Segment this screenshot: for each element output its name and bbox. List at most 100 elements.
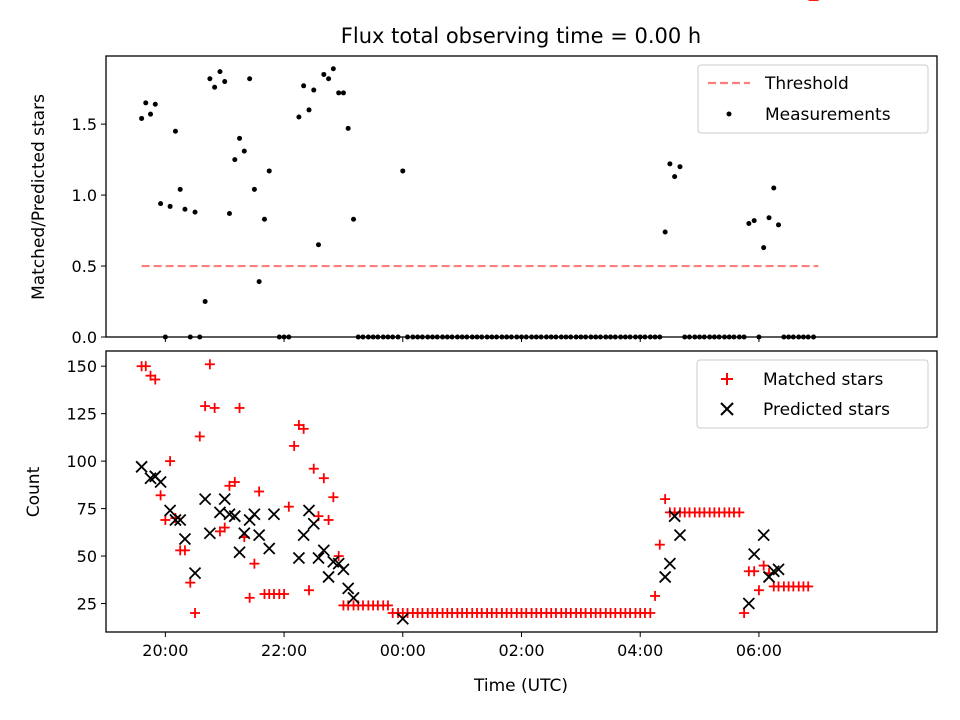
predicted-star-point [292, 551, 306, 565]
measurement-point [172, 128, 178, 134]
predicted-star-point [772, 563, 785, 576]
measurement-point [148, 111, 154, 117]
predicted-star-point [396, 612, 409, 625]
predicted-legend-label: Predicted stars [763, 400, 890, 420]
ratio-panel: 0.0 0.5 1.0 1.5 Matched/Predicted stars Thr… [29, 55, 938, 347]
predicted-star-point [312, 551, 325, 565]
matched-star-point [200, 401, 211, 412]
predicted-star-point [267, 508, 281, 521]
measurement-point [182, 206, 188, 212]
measurement-point [202, 299, 208, 305]
matched-star-point [318, 473, 329, 484]
predicted-star-point [188, 567, 202, 580]
ratio-y-tick-label: 1.0 [72, 186, 97, 205]
count-y-tick-label: 100 [66, 452, 97, 471]
ratio-y-tick-label: 0.0 [72, 328, 97, 347]
measurement-point [192, 209, 198, 215]
measurement-point [326, 76, 332, 82]
matched-star-point [803, 581, 814, 592]
measurement-point [751, 218, 757, 224]
measurement-point [766, 215, 772, 221]
measurement-point [296, 114, 302, 120]
predicted-star-point [218, 492, 231, 506]
matched-legend-swatch [721, 373, 733, 385]
predicted-star-point [178, 532, 192, 546]
count-y-tick-label: 25 [77, 595, 97, 614]
predicted-star-point [317, 544, 330, 557]
measurement-point [158, 201, 164, 207]
threshold-legend-label: Threshold [764, 74, 849, 94]
ratio-legend: Threshold Measurements [697, 64, 929, 134]
measurement-point [761, 245, 767, 251]
matched-star-point [204, 359, 215, 370]
matched-star-point [249, 558, 260, 569]
measurement-point [152, 101, 158, 107]
chart-title: Flux total observing time = 0.00 h [341, 24, 701, 48]
matched-star-point [308, 463, 319, 474]
matched-star-point [160, 514, 171, 525]
measurement-point [321, 71, 327, 77]
measurement-point [776, 222, 782, 228]
matched-star-point [234, 402, 245, 413]
predicted-star-point [668, 510, 681, 523]
measurement-point [167, 203, 173, 209]
predicted-star-point [297, 529, 310, 542]
x-tick-label: 20:00 [142, 641, 188, 660]
predicted-star-point [342, 582, 355, 595]
measurement-point [251, 186, 257, 192]
predicted-star-point [673, 529, 687, 542]
matched-star-point [749, 566, 760, 577]
measurement-point [143, 100, 149, 106]
measurement-point [746, 220, 752, 226]
count-y-axis-label: Count [24, 466, 44, 517]
matched-star-point [219, 522, 230, 533]
matched-star-point [155, 490, 166, 501]
matched-star-point [645, 608, 656, 619]
measurements-legend-swatch [726, 111, 732, 117]
ratio-y-tick-label: 0.5 [72, 257, 97, 276]
measurement-point [212, 84, 218, 90]
measurement-point [266, 168, 272, 174]
predicted-star-point [238, 527, 251, 540]
matched-star-point [382, 600, 393, 611]
matched-star-point [333, 551, 344, 562]
x-tick-label: 00:00 [380, 641, 426, 660]
measurement-point [232, 157, 238, 163]
matched-star-point [185, 577, 196, 588]
matched-legend-label: Matched stars [763, 370, 883, 390]
measurement-point [306, 107, 312, 113]
predicted-star-point [169, 513, 182, 527]
measurement-point [351, 216, 357, 222]
count-legend: Matched stars Predicted stars [696, 359, 929, 429]
matched-star-point [150, 374, 161, 385]
matched-star-point [224, 480, 235, 491]
measurement-point [217, 69, 223, 75]
matched-star-point [140, 361, 151, 372]
ratio-y-tick-label: 1.5 [72, 115, 97, 134]
measurement-point [139, 115, 145, 121]
matched-star-point [229, 477, 240, 488]
measurement-point [672, 174, 678, 180]
count-y-tick-label: 125 [66, 405, 97, 424]
count-panel: 25 50 75 100 125 150 20:00 22:00 00:00 02:00 04:0… [24, 0, 938, 660]
measurement-point [315, 242, 321, 248]
predicted-star-point [174, 513, 187, 527]
predicted-star-point [322, 570, 335, 584]
predicted-star-point [757, 529, 770, 542]
matched-star-point [289, 440, 300, 451]
predicted-star-point [213, 506, 227, 519]
matched-star-point [298, 423, 309, 434]
predicted-star-point [748, 548, 761, 561]
predicted-star-point [659, 570, 672, 584]
x-tick-label: 22:00 [261, 641, 307, 660]
measurement-point [247, 76, 253, 82]
matched-star-point [165, 456, 176, 467]
predicted-star-point [163, 504, 177, 517]
matched-star-point [279, 589, 290, 600]
predicted-star-point [742, 597, 755, 610]
x-tick-label: 04:00 [617, 641, 663, 660]
measurement-point [340, 90, 346, 96]
matched-star-point [304, 585, 315, 596]
measurement-point [241, 148, 247, 154]
measurement-point [311, 87, 317, 93]
